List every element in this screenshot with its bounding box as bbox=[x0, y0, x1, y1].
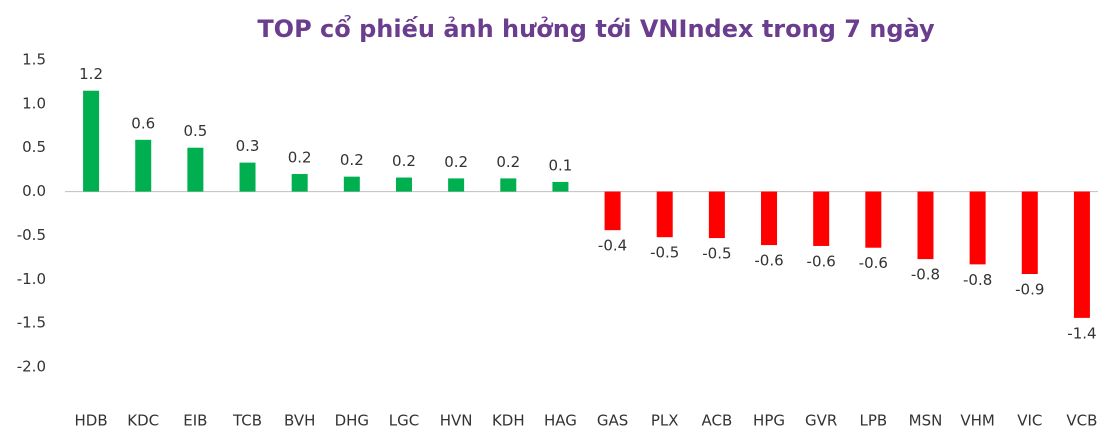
x-tick-label: VHM bbox=[960, 412, 994, 430]
data-label: 0.2 bbox=[444, 153, 468, 171]
y-tick-label: -2.0 bbox=[17, 358, 46, 376]
data-label: 0.5 bbox=[183, 122, 207, 140]
bar bbox=[813, 191, 830, 246]
data-label: 0.3 bbox=[236, 137, 260, 155]
bar bbox=[1021, 191, 1038, 275]
y-tick-label: -1.0 bbox=[17, 270, 46, 288]
x-tick-label: PLX bbox=[651, 412, 679, 430]
bar bbox=[395, 177, 412, 192]
x-tick-label: DHG bbox=[335, 412, 369, 430]
data-label: -1.4 bbox=[1067, 324, 1096, 342]
y-tick-label: 1.0 bbox=[22, 94, 46, 112]
data-label: -0.4 bbox=[598, 237, 627, 255]
y-tick-label: -1.5 bbox=[17, 314, 46, 332]
x-tick-label: KDH bbox=[492, 412, 525, 430]
bar bbox=[969, 191, 986, 265]
data-label: 0.1 bbox=[548, 156, 572, 174]
data-label: -0.6 bbox=[754, 252, 783, 270]
x-tick-label: ACB bbox=[701, 412, 732, 430]
x-tick-label: LGC bbox=[389, 412, 419, 430]
chart-title: TOP cổ phiếu ảnh hưởng tới VNIndex trong… bbox=[257, 13, 935, 43]
x-tick-label: VCB bbox=[1066, 412, 1097, 430]
data-label: 1.2 bbox=[79, 65, 103, 83]
y-tick-label: -0.5 bbox=[17, 226, 46, 244]
x-tick-label: LPB bbox=[859, 412, 887, 430]
y-tick-label: 0.0 bbox=[22, 182, 46, 200]
y-tick-label: 0.5 bbox=[22, 138, 46, 156]
x-tick-label: HVN bbox=[440, 412, 473, 430]
bar bbox=[448, 178, 465, 192]
bar bbox=[917, 191, 934, 260]
bar bbox=[135, 139, 152, 192]
x-tick-label: VIC bbox=[1017, 412, 1042, 430]
bar bbox=[708, 191, 725, 239]
bar bbox=[604, 191, 621, 231]
data-label: 0.2 bbox=[392, 152, 416, 170]
data-label: -0.8 bbox=[963, 271, 992, 289]
bar bbox=[865, 191, 882, 248]
bar bbox=[656, 191, 673, 238]
x-tick-label: BVH bbox=[284, 412, 315, 430]
x-tick-label: HPG bbox=[753, 412, 785, 430]
bar bbox=[291, 174, 308, 192]
data-label: 0.2 bbox=[496, 153, 520, 171]
bar bbox=[187, 147, 204, 192]
x-tick-label: HDB bbox=[75, 412, 108, 430]
data-label: 0.6 bbox=[131, 114, 155, 132]
x-tick-label: TCB bbox=[232, 412, 262, 430]
bar bbox=[239, 162, 256, 192]
bar bbox=[761, 191, 778, 246]
x-tick-label: GVR bbox=[805, 412, 837, 430]
x-tick-label: EIB bbox=[183, 412, 207, 430]
x-tick-label: HAG bbox=[544, 412, 577, 430]
data-label: -0.5 bbox=[650, 244, 679, 262]
bar bbox=[343, 176, 360, 192]
bar bbox=[83, 90, 100, 192]
x-tick-label: KDC bbox=[127, 412, 159, 430]
data-label: -0.6 bbox=[807, 252, 836, 270]
x-tick-label: MSN bbox=[909, 412, 943, 430]
data-label: 0.2 bbox=[288, 149, 312, 167]
data-label: -0.6 bbox=[859, 254, 888, 272]
data-label: 0.2 bbox=[340, 151, 364, 169]
x-tick-label: GAS bbox=[597, 412, 628, 430]
bar bbox=[552, 181, 569, 192]
bar bbox=[500, 178, 517, 192]
data-label: -0.5 bbox=[702, 245, 731, 263]
data-label: -0.9 bbox=[1015, 281, 1044, 299]
y-tick-label: 1.5 bbox=[22, 51, 46, 69]
data-label: -0.8 bbox=[911, 266, 940, 284]
bar bbox=[1073, 191, 1090, 318]
